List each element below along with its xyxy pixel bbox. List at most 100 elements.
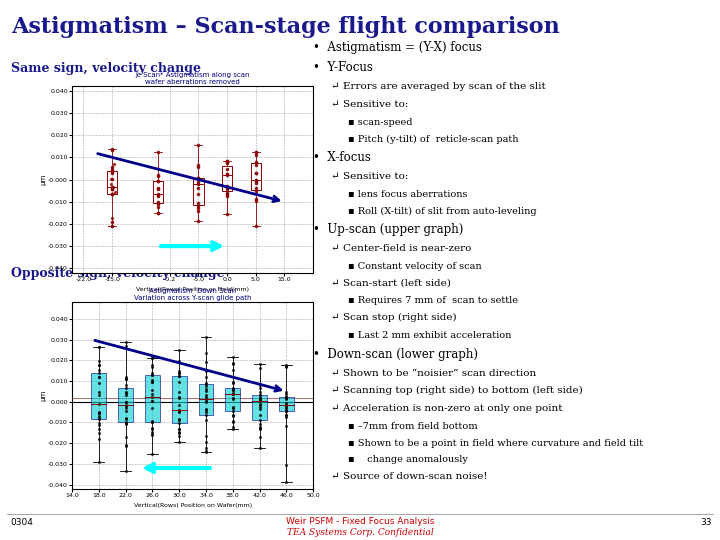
Point — [192, 190, 204, 198]
Point — [106, 214, 117, 222]
Point — [227, 411, 238, 420]
Point — [107, 222, 118, 231]
Point — [281, 403, 292, 411]
Point — [107, 174, 118, 183]
Point — [200, 379, 212, 388]
Point — [250, 161, 261, 170]
Point — [93, 412, 104, 421]
Point — [120, 375, 131, 383]
Point — [254, 420, 266, 428]
Point — [107, 190, 118, 199]
Point — [147, 371, 158, 380]
Point — [281, 411, 292, 420]
Point — [107, 218, 118, 227]
Point — [120, 440, 131, 449]
Point — [93, 458, 104, 467]
Point — [192, 180, 204, 188]
Point — [250, 195, 261, 204]
Text: •  Down-scan (lower graph): • Down-scan (lower graph) — [313, 348, 478, 361]
Point — [250, 148, 261, 157]
Point — [227, 425, 238, 434]
Point — [221, 157, 233, 165]
Point — [192, 174, 204, 183]
Point — [281, 394, 292, 403]
Point — [147, 430, 158, 438]
Point — [147, 403, 158, 412]
Point — [93, 366, 104, 375]
Point — [120, 407, 131, 416]
Point — [281, 406, 292, 415]
Point — [107, 164, 118, 173]
Title: Jc Scan* Astigmatism along scan
wafer aberrations removed: Jc Scan* Astigmatism along scan wafer ab… — [135, 72, 250, 85]
Point — [254, 410, 266, 419]
Point — [221, 189, 233, 198]
Point — [174, 369, 185, 377]
Point — [174, 415, 185, 423]
Text: ▪ –7mm from field bottom: ▪ –7mm from field bottom — [348, 422, 477, 431]
Point — [281, 407, 292, 416]
Text: ▪ Constant velocity of scan: ▪ Constant velocity of scan — [348, 262, 482, 271]
Point — [254, 390, 266, 399]
Point — [93, 360, 104, 369]
Point — [147, 417, 158, 426]
Point — [192, 199, 204, 207]
Title: Astigmatism  Down Scan
Variation across Y-scan glide path: Astigmatism Down Scan Variation across Y… — [134, 288, 251, 301]
Point — [174, 388, 185, 397]
Point — [147, 423, 158, 432]
Point — [200, 333, 212, 341]
Point — [153, 203, 164, 212]
Point — [227, 416, 238, 425]
Text: ↵ Center-field is near-zero: ↵ Center-field is near-zero — [331, 244, 472, 253]
Point — [227, 394, 238, 402]
Point — [174, 401, 185, 409]
Point — [147, 377, 158, 386]
Point — [153, 147, 164, 156]
Point — [200, 396, 212, 405]
Point — [107, 163, 118, 171]
Point — [93, 356, 104, 365]
Point — [254, 401, 266, 410]
Point — [93, 343, 104, 352]
Point — [254, 399, 266, 408]
Point — [153, 208, 164, 217]
Point — [120, 380, 131, 389]
Point — [153, 177, 164, 186]
Point — [147, 418, 158, 427]
Point — [147, 377, 158, 386]
Point — [227, 353, 238, 361]
Point — [254, 424, 266, 433]
Point — [93, 421, 104, 429]
Point — [227, 403, 238, 412]
Point — [153, 183, 164, 192]
Point — [250, 151, 261, 160]
Point — [105, 175, 117, 184]
Point — [192, 161, 204, 170]
Point — [281, 361, 292, 370]
Point — [281, 413, 292, 421]
Point — [153, 185, 164, 193]
Point — [93, 379, 104, 388]
Point — [250, 169, 261, 178]
Point — [120, 342, 131, 350]
Point — [281, 361, 292, 369]
Point — [120, 404, 131, 413]
Point — [120, 397, 131, 406]
Point — [107, 190, 118, 199]
Point — [221, 182, 233, 191]
Point — [153, 191, 164, 199]
Point — [200, 431, 212, 440]
Point — [93, 360, 104, 369]
Point — [250, 177, 261, 185]
Text: ↵ Scan stop (right side): ↵ Scan stop (right side) — [331, 313, 456, 322]
Point — [93, 414, 104, 423]
Point — [120, 390, 131, 399]
Point — [174, 366, 185, 375]
Point — [281, 461, 292, 470]
Point — [120, 415, 131, 423]
Point — [250, 169, 261, 178]
Point — [93, 400, 104, 408]
Point — [93, 388, 104, 396]
Point — [174, 428, 185, 436]
Point — [120, 433, 131, 442]
Point — [93, 408, 104, 417]
